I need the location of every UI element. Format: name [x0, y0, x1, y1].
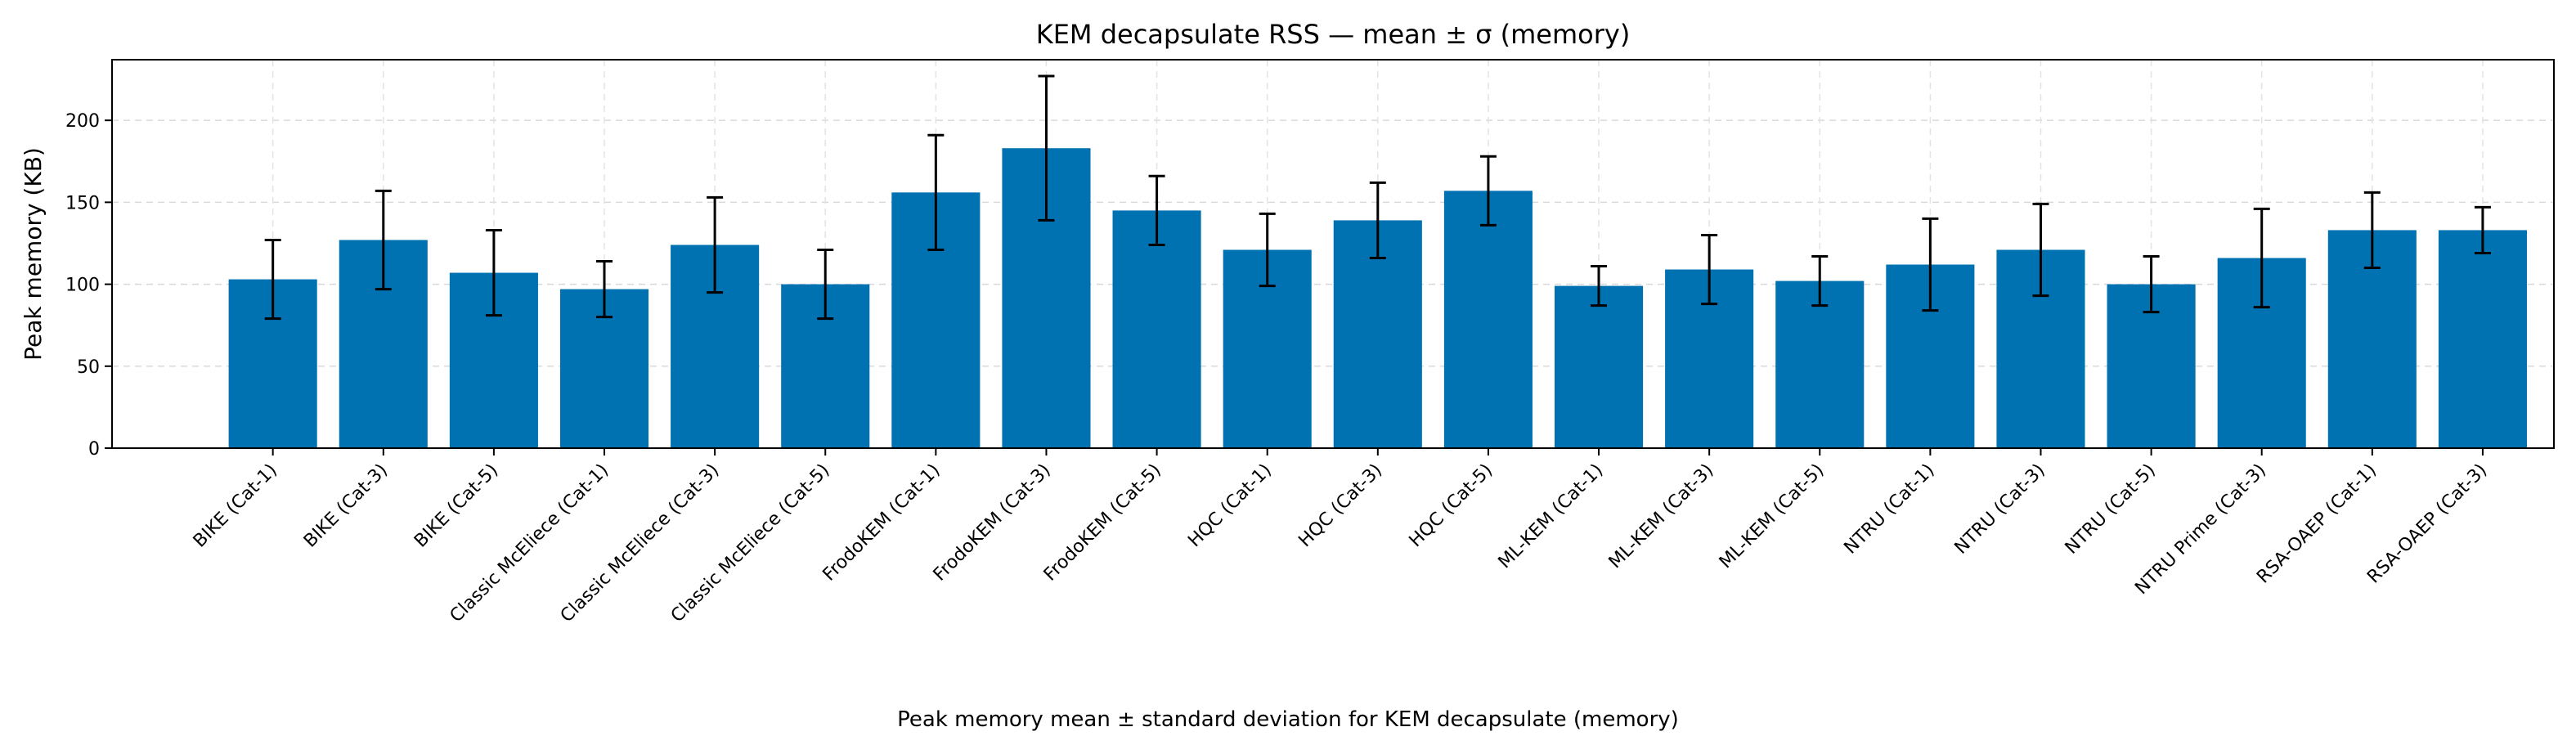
- bar: [1775, 280, 1865, 448]
- y-tick-label: 150: [65, 193, 100, 213]
- bar: [1112, 210, 1201, 448]
- y-tick-label: 50: [77, 357, 100, 378]
- bar: [1554, 285, 1644, 448]
- y-axis: 0 50 100 150 200: [65, 111, 112, 460]
- bar: [2438, 230, 2527, 448]
- error-bars: [264, 74, 2491, 321]
- chart-title: KEM decapsulate RSS — mean ± σ (memory): [1036, 19, 1631, 50]
- y-tick-label: 200: [65, 111, 100, 132]
- plot-frame: [111, 59, 2555, 449]
- chart-caption: Peak memory mean ± standard deviation fo…: [897, 707, 1679, 732]
- y-tick-label: 0: [88, 439, 100, 460]
- bars: [228, 148, 2527, 448]
- bar: [1443, 191, 1533, 448]
- y-tick-label: 100: [65, 276, 100, 296]
- y-axis-label: Peak memory (KB): [20, 147, 47, 361]
